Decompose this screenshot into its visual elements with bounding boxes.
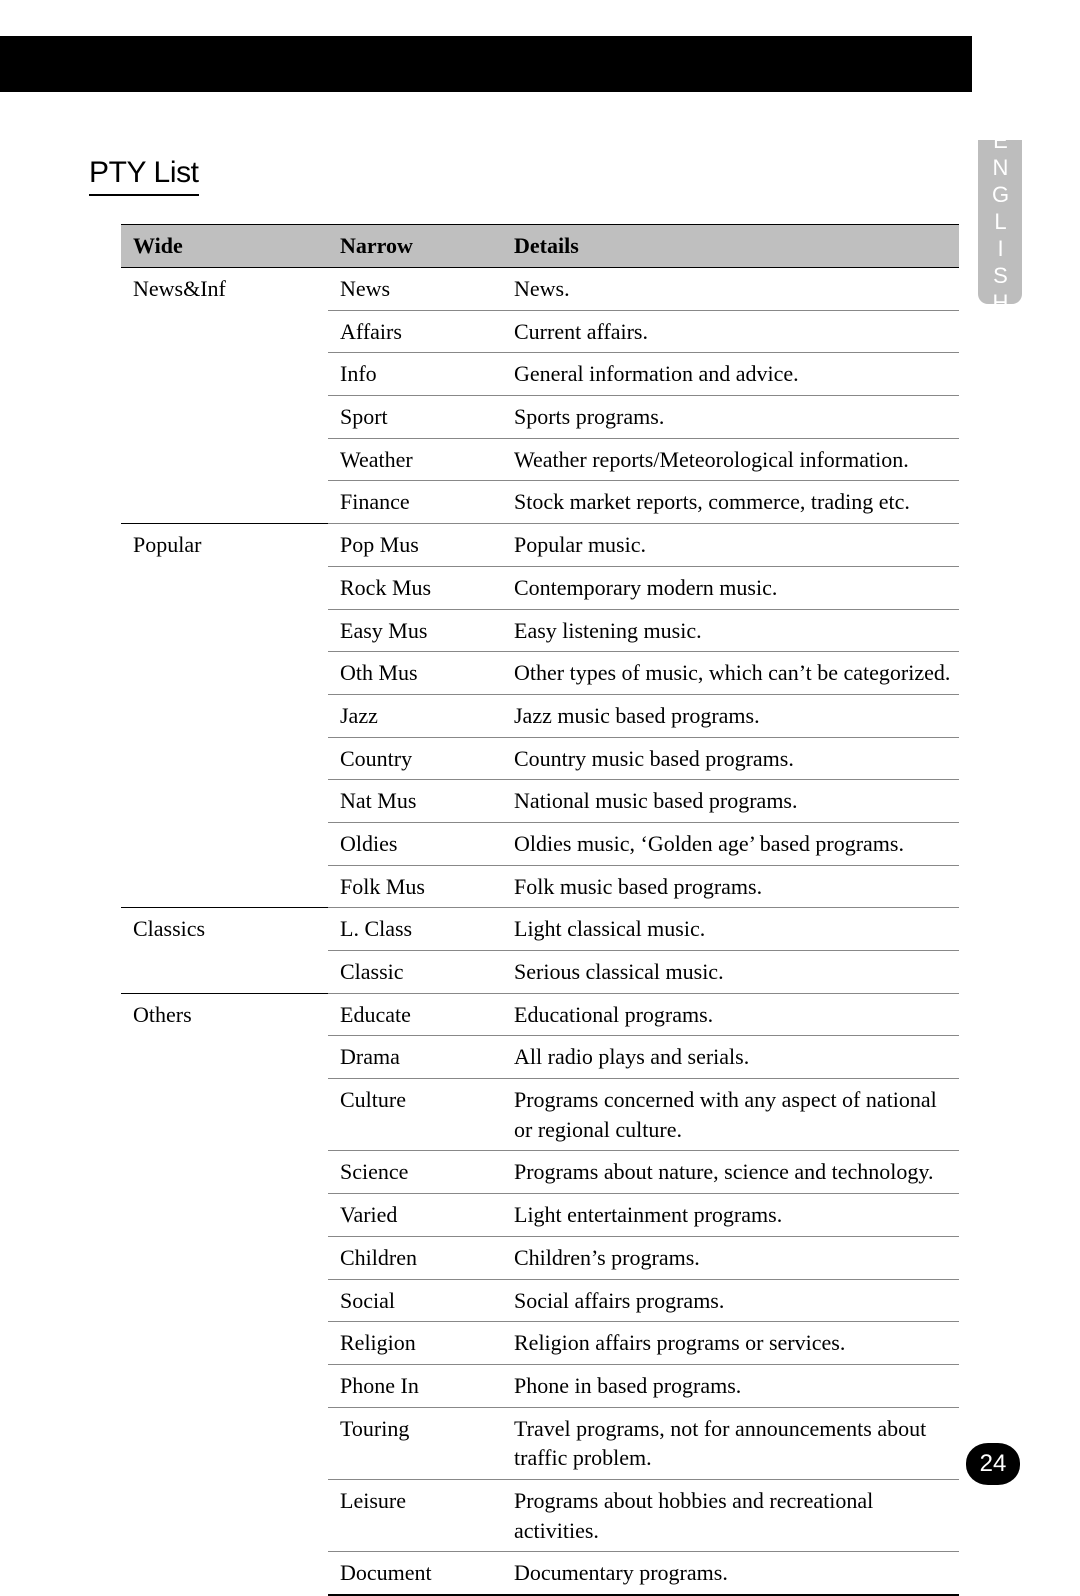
table-row: ClassicsL. ClassLight classical music.: [121, 908, 959, 951]
pty-table: Wide Narrow Details News&InfNewsNews.Aff…: [121, 224, 959, 1596]
cell-details: Easy listening music.: [502, 609, 959, 652]
cell-details: All radio plays and serials.: [502, 1036, 959, 1079]
cell-details: Religion affairs programs or services.: [502, 1322, 959, 1365]
cell-narrow: News: [328, 268, 502, 311]
cell-details: Social affairs programs.: [502, 1279, 959, 1322]
cell-narrow: Religion: [328, 1322, 502, 1365]
cell-wide: Classics: [121, 908, 328, 993]
cell-details: National music based programs.: [502, 780, 959, 823]
cell-details: Travel programs, not for announcements a…: [502, 1407, 959, 1479]
page-title: PTY List: [89, 156, 199, 196]
page-number: 24: [980, 1450, 1007, 1478]
cell-wide: Others: [121, 993, 328, 1595]
table-header-row: Wide Narrow Details: [121, 225, 959, 268]
cell-narrow: Oldies: [328, 822, 502, 865]
cell-narrow: Culture: [328, 1079, 502, 1151]
cell-details: Documentary programs.: [502, 1552, 959, 1595]
cell-details: Weather reports/Meteorological informati…: [502, 438, 959, 481]
cell-details: Current affairs.: [502, 310, 959, 353]
cell-details: Light classical music.: [502, 908, 959, 951]
table-row: PopularPop MusPopular music.: [121, 524, 959, 567]
cell-details: Stock market reports, commerce, trading …: [502, 481, 959, 524]
cell-details: Phone in based programs.: [502, 1364, 959, 1407]
cell-narrow: Easy Mus: [328, 609, 502, 652]
cell-narrow: Varied: [328, 1194, 502, 1237]
cell-narrow: L. Class: [328, 908, 502, 951]
col-header-wide: Wide: [121, 225, 328, 268]
page-number-badge: 24: [966, 1443, 1020, 1485]
cell-narrow: Finance: [328, 481, 502, 524]
cell-narrow: Jazz: [328, 694, 502, 737]
table-row: OthersEducateEducational programs.: [121, 993, 959, 1036]
cell-details: Folk music based programs.: [502, 865, 959, 908]
table-row: News&InfNewsNews.: [121, 268, 959, 311]
cell-narrow: Educate: [328, 993, 502, 1036]
cell-details: Oldies music, ‘Golden age’ based program…: [502, 822, 959, 865]
cell-details: Other types of music, which can’t be cat…: [502, 652, 959, 695]
cell-details: Light entertainment programs.: [502, 1194, 959, 1237]
language-tab-label: ENGLISH: [987, 128, 1013, 317]
cell-narrow: Children: [328, 1236, 502, 1279]
cell-narrow: Nat Mus: [328, 780, 502, 823]
pty-table-container: Wide Narrow Details News&InfNewsNews.Aff…: [121, 224, 959, 1596]
document-page: ENGLISH PTY List Wide Narrow Details New…: [0, 0, 1080, 1533]
col-header-details: Details: [502, 225, 959, 268]
cell-narrow: Phone In: [328, 1364, 502, 1407]
cell-wide: News&Inf: [121, 268, 328, 524]
cell-details: Programs about hobbies and recreational …: [502, 1479, 959, 1551]
cell-details: General information and advice.: [502, 353, 959, 396]
cell-narrow: Touring: [328, 1407, 502, 1479]
cell-details: Educational programs.: [502, 993, 959, 1036]
cell-narrow: Info: [328, 353, 502, 396]
cell-details: Sports programs.: [502, 396, 959, 439]
cell-narrow: Social: [328, 1279, 502, 1322]
cell-narrow: Oth Mus: [328, 652, 502, 695]
cell-details: Country music based programs.: [502, 737, 959, 780]
cell-details: Serious classical music.: [502, 951, 959, 994]
cell-narrow: Leisure: [328, 1479, 502, 1551]
cell-details: Jazz music based programs.: [502, 694, 959, 737]
language-tab: ENGLISH: [978, 140, 1022, 304]
cell-narrow: Country: [328, 737, 502, 780]
cell-narrow: Science: [328, 1151, 502, 1194]
cell-narrow: Document: [328, 1552, 502, 1595]
cell-narrow: Drama: [328, 1036, 502, 1079]
cell-narrow: Rock Mus: [328, 566, 502, 609]
cell-narrow: Sport: [328, 396, 502, 439]
cell-details: News.: [502, 268, 959, 311]
cell-details: Programs about nature, science and techn…: [502, 1151, 959, 1194]
cell-narrow: Classic: [328, 951, 502, 994]
cell-details: Popular music.: [502, 524, 959, 567]
cell-details: Programs concerned with any aspect of na…: [502, 1079, 959, 1151]
cell-narrow: Weather: [328, 438, 502, 481]
col-header-narrow: Narrow: [328, 225, 502, 268]
cell-wide: Popular: [121, 524, 328, 908]
cell-narrow: Pop Mus: [328, 524, 502, 567]
header-black-band: [0, 36, 972, 92]
cell-details: Contemporary modern music.: [502, 566, 959, 609]
cell-narrow: Folk Mus: [328, 865, 502, 908]
cell-details: Children’s programs.: [502, 1236, 959, 1279]
cell-narrow: Affairs: [328, 310, 502, 353]
